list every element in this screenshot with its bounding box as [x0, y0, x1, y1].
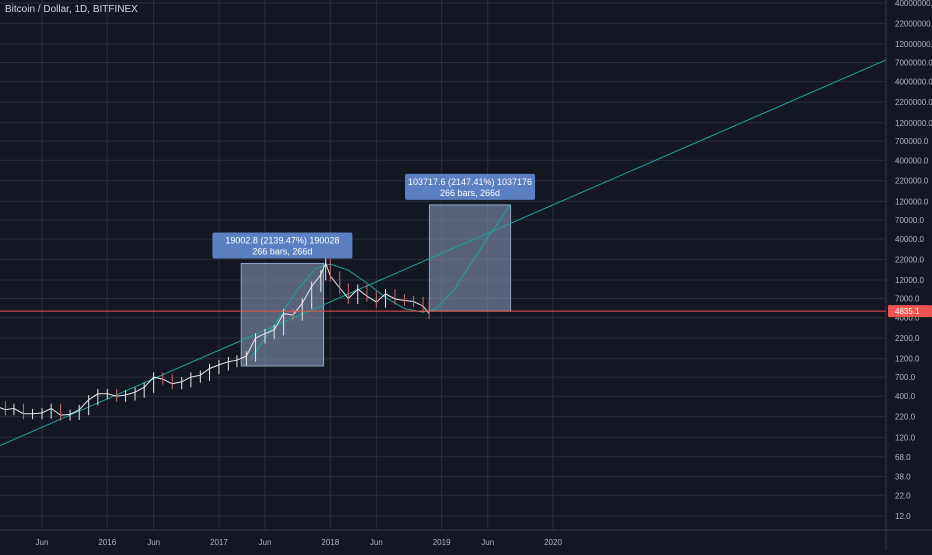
measure-label-box-2	[405, 173, 536, 200]
y-axis-tick-label: 4000.0	[895, 314, 920, 323]
current-price-label: 4835.1	[895, 307, 920, 316]
y-axis-tick-label: 4000000.0	[895, 78, 932, 87]
symbol-title: Bitcoin / Dollar, 1D, BITFINEX	[5, 4, 138, 15]
y-axis-tick-label: 40000.0	[895, 235, 924, 244]
x-axis-tick-label: 2017	[210, 538, 228, 547]
y-axis-tick-label: 700.0	[895, 373, 916, 382]
x-axis-tick-label: Jun	[481, 538, 494, 547]
x-axis-tick-label: 2019	[433, 538, 451, 547]
current-price-badge	[888, 305, 932, 318]
measure-label-line1: 103717.6 (2147.41%) 1037176	[408, 177, 532, 187]
y-axis-tick-label: 70000.0	[895, 216, 924, 225]
y-axis-tick-label: 7000000.0	[895, 59, 932, 68]
y-axis-tick-label: 2200.0	[895, 334, 920, 343]
x-axis-tick-label: 2020	[544, 538, 562, 547]
measure-label-line2: 266 bars, 266d	[252, 246, 312, 256]
y-axis-tick-label: 12000000.0	[895, 40, 932, 49]
y-axis-tick-label: 22000000.0	[895, 19, 932, 28]
y-axis-tick-label: 2200000.0	[895, 98, 932, 107]
x-axis-tick-label: Jun	[36, 538, 49, 547]
y-axis-tick-label: 7000.0	[895, 294, 920, 303]
x-axis-tick-label: 2018	[321, 538, 339, 547]
y-axis-tick-label: 220.0	[895, 413, 916, 422]
y-axis-tick-label: 22000.0	[895, 255, 924, 264]
x-axis-tick-label: Jun	[370, 538, 383, 547]
y-axis-tick-label: 700000.0	[895, 137, 929, 146]
support-trendline[interactable]	[0, 59, 887, 447]
y-axis-tick-label: 1200.0	[895, 355, 920, 364]
y-axis-tick-label: 400000.0	[895, 156, 929, 165]
x-axis-tick-label: Jun	[147, 538, 160, 547]
y-axis-tick-label: 220000.0	[895, 177, 929, 186]
y-axis-tick-label: 40000000.0	[895, 0, 932, 8]
measure-box-2[interactable]	[428, 204, 512, 312]
y-axis-tick-label: 12000.0	[895, 276, 924, 285]
x-axis-tick-label: Jun	[259, 538, 272, 547]
y-axis-tick-label: 120000.0	[895, 197, 929, 206]
y-axis-tick-label: 12.0	[895, 512, 911, 521]
measure-label-line2: 266 bars, 266d	[440, 188, 500, 198]
measure-label-line1: 19002.8 (2139.47%) 190028	[225, 235, 339, 245]
y-axis-tick-label: 1200000.0	[895, 119, 932, 128]
y-axis-tick-label: 400.0	[895, 392, 916, 401]
y-axis-tick-label: 22.0	[895, 491, 911, 500]
y-axis-tick-label: 120.0	[895, 433, 916, 442]
y-axis-tick-label: 68.0	[895, 453, 911, 462]
y-axis-tick-label: 38.0	[895, 473, 911, 482]
x-axis-tick-label: 2016	[98, 538, 116, 547]
measure-label-box-1	[212, 232, 353, 259]
